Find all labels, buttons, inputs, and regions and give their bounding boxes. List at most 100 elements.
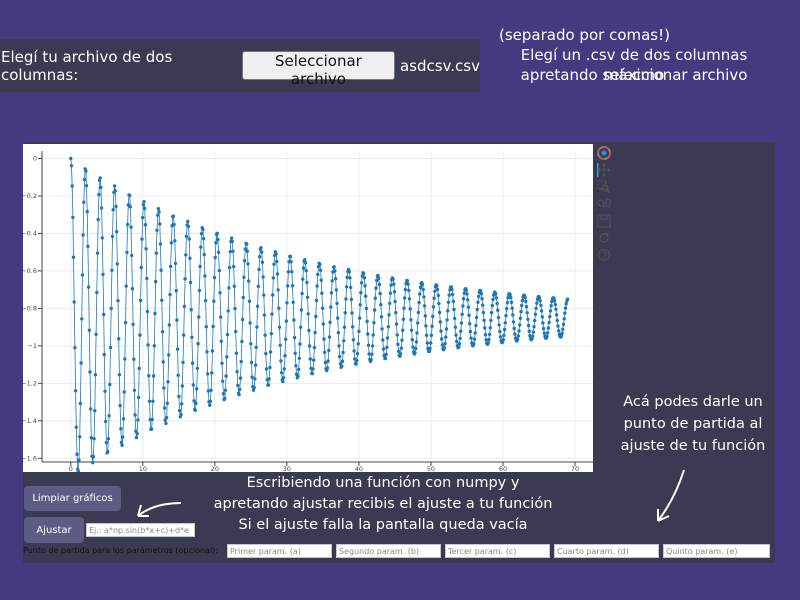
data-point	[245, 249, 249, 253]
data-point	[528, 334, 532, 338]
data-point	[320, 306, 325, 310]
data-point	[72, 300, 76, 304]
data-point	[363, 284, 367, 288]
y-tick-label: −1.2	[23, 379, 37, 387]
params-note-line-3: ajuste de tu función	[620, 438, 766, 454]
data-point	[379, 303, 383, 307]
data-point	[372, 308, 377, 312]
data-point	[333, 277, 338, 281]
param-a-input[interactable]	[227, 544, 332, 558]
data-point	[73, 389, 78, 393]
data-point	[212, 299, 216, 303]
data-point	[421, 287, 425, 292]
data-point	[249, 342, 253, 346]
data-point	[356, 342, 360, 346]
bokeh-logo-icon[interactable]	[597, 146, 611, 160]
data-point	[511, 320, 516, 324]
data-point	[381, 338, 385, 342]
data-point	[206, 372, 210, 376]
function-input[interactable]	[86, 523, 195, 537]
data-point	[370, 352, 374, 356]
data-point	[290, 284, 295, 288]
data-point	[428, 346, 432, 351]
data-point	[118, 403, 122, 408]
data-point	[530, 337, 534, 341]
data-point	[388, 301, 392, 306]
data-point	[303, 257, 307, 262]
clear-plots-button[interactable]: Limpiar gráficos	[24, 486, 121, 511]
csv-note-line-1: (separado por comas!)	[499, 26, 670, 44]
data-point	[333, 269, 337, 273]
data-point	[345, 275, 349, 280]
data-point	[134, 435, 139, 440]
data-point	[438, 320, 442, 324]
data-point	[511, 313, 515, 317]
wheel-zoom-icon[interactable]	[597, 197, 611, 211]
data-point	[93, 373, 98, 377]
data-point	[104, 440, 109, 445]
data-point	[307, 344, 312, 348]
data-point	[541, 321, 545, 325]
data-point	[385, 336, 390, 340]
param-c-input[interactable]	[445, 544, 550, 558]
data-point	[453, 325, 458, 329]
data-point	[286, 270, 291, 274]
fit-button[interactable]: Ajustar	[24, 517, 84, 543]
data-point	[102, 312, 106, 317]
data-point	[102, 352, 107, 357]
data-point	[322, 337, 326, 341]
help-icon[interactable]	[597, 248, 611, 262]
data-point	[352, 349, 356, 353]
data-point	[175, 347, 180, 351]
param-b-input[interactable]	[336, 544, 441, 558]
param-e-input[interactable]	[663, 544, 770, 558]
data-point	[364, 294, 368, 298]
data-point	[510, 306, 514, 310]
data-point	[299, 308, 304, 312]
data-point	[151, 399, 155, 403]
data-point	[182, 304, 187, 309]
data-point	[210, 371, 214, 375]
data-point	[98, 176, 102, 180]
plot-area[interactable]: 0 10 20 30 40 50 60 70 0 −0.2 −0.4 −0.6 −0.8 −1 −1.2 −1…	[23, 144, 593, 472]
data-point	[424, 333, 429, 337]
data-point	[301, 277, 305, 281]
data-point	[299, 325, 303, 329]
data-point	[163, 418, 167, 422]
data-point	[195, 387, 199, 391]
data-point	[155, 228, 159, 232]
data-point	[494, 296, 499, 300]
data-point	[160, 330, 165, 334]
data-point	[414, 340, 419, 344]
data-point	[391, 277, 395, 282]
data-point	[348, 276, 352, 280]
pan-icon[interactable]	[597, 163, 611, 177]
series-line	[70, 158, 568, 472]
data-point	[173, 239, 177, 243]
data-point	[436, 293, 440, 298]
data-point	[274, 252, 278, 256]
data-point	[393, 299, 397, 304]
data-point	[147, 374, 151, 378]
data-point	[557, 329, 561, 333]
data-point	[359, 281, 364, 285]
box-zoom-icon[interactable]	[597, 180, 611, 194]
select-file-button[interactable]: Seleccionar archivo	[241, 51, 395, 88]
data-point	[80, 317, 84, 321]
data-point	[445, 318, 449, 322]
data-point	[388, 291, 393, 295]
data-point	[336, 331, 341, 335]
data-point	[227, 265, 232, 270]
data-point	[369, 358, 373, 362]
data-point	[277, 325, 282, 329]
data-point	[313, 330, 317, 335]
data-point	[124, 284, 128, 288]
data-point	[277, 306, 281, 310]
data-point	[188, 256, 192, 260]
data-point	[545, 334, 549, 338]
param-d-input[interactable]	[554, 544, 659, 558]
save-icon[interactable]	[597, 214, 611, 228]
data-point	[552, 299, 557, 303]
data-point	[238, 387, 242, 392]
reset-icon[interactable]	[597, 231, 611, 245]
